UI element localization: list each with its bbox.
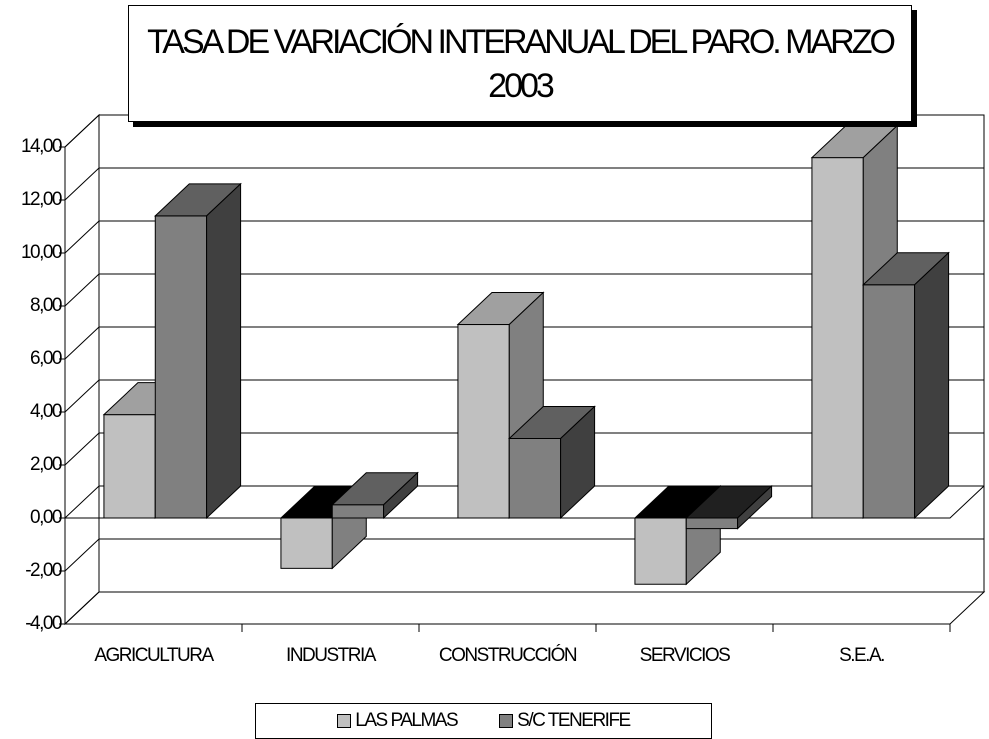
bar-front: [457, 324, 510, 519]
y-tick-label: 8,00: [30, 295, 62, 316]
bar-side: [560, 405, 596, 520]
legend: LAS PALMAS S/C TENERIFE: [255, 703, 712, 739]
legend-item: S/C TENERIFE: [499, 710, 631, 732]
grid-line: [64, 379, 984, 413]
y-tick-label: 4,00: [30, 401, 62, 422]
y-tick-label: -2,00: [25, 560, 62, 581]
legend-swatch: [337, 714, 352, 728]
legend-swatch: [499, 714, 514, 728]
bar-front: [280, 517, 333, 569]
bar-front: [508, 438, 562, 519]
grid-line: [64, 591, 984, 625]
x-tick-label: INDUSTRIA: [286, 645, 377, 666]
bar-side: [206, 182, 242, 520]
x-tick-label: CONSTRUCCIÓN: [439, 644, 577, 666]
legend-label: LAS PALMAS: [355, 710, 458, 731]
legend-item: LAS PALMAS: [337, 710, 459, 732]
grid-line: [64, 326, 984, 360]
bar-front: [331, 504, 385, 519]
legend-label: S/C TENERIFE: [517, 710, 631, 731]
y-tick-label: 6,00: [30, 348, 62, 369]
bar-front: [634, 517, 687, 585]
grid-line: [64, 273, 984, 307]
chart-title: TASA DE VARIACIÓN INTERANUAL DEL PARO. M…: [128, 5, 912, 122]
bar-side: [383, 471, 419, 520]
bar-front: [154, 215, 208, 519]
y-tick-label: -4,00: [25, 613, 62, 634]
y-tick-label: 14,00: [21, 136, 62, 157]
bar-front: [103, 414, 156, 519]
y-tick-label: 12,00: [21, 189, 62, 210]
x-tick-label: SERVICIOS: [640, 645, 730, 666]
y-tick-label: 2,00: [30, 454, 62, 475]
x-tick-label: AGRICULTURA: [94, 645, 214, 666]
bar-front: [685, 517, 739, 530]
bar-side: [737, 484, 773, 530]
y-tick-label: 10,00: [21, 242, 62, 263]
x-tick-label: S.E.A.: [839, 645, 884, 666]
grid-line: [64, 167, 984, 201]
floor: [63, 591, 986, 625]
bar-front: [811, 157, 864, 519]
bar-front: [862, 284, 916, 519]
grid-line: [64, 220, 984, 254]
side-wall: [64, 113, 100, 626]
bar-side: [914, 251, 950, 520]
grid-line: [64, 432, 984, 466]
y-tick-label: 0,00: [30, 507, 62, 528]
